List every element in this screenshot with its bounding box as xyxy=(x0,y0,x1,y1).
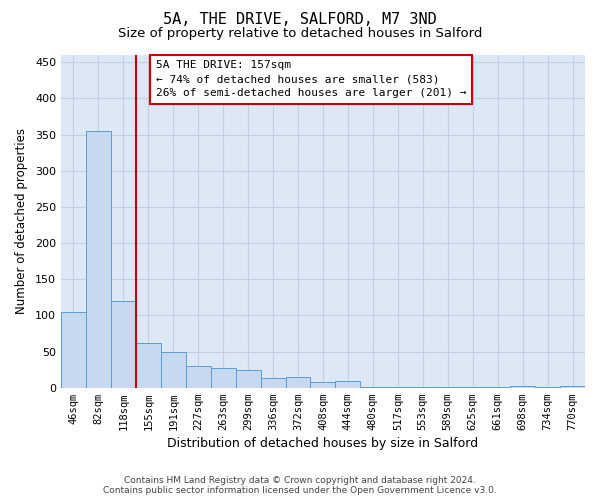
Text: Contains HM Land Registry data © Crown copyright and database right 2024.
Contai: Contains HM Land Registry data © Crown c… xyxy=(103,476,497,495)
X-axis label: Distribution of detached houses by size in Salford: Distribution of detached houses by size … xyxy=(167,437,479,450)
Bar xyxy=(335,381,361,388)
Bar xyxy=(385,387,410,388)
Bar xyxy=(410,387,435,388)
Text: Size of property relative to detached houses in Salford: Size of property relative to detached ho… xyxy=(118,28,482,40)
Bar xyxy=(310,382,335,388)
Bar xyxy=(111,301,136,388)
Bar xyxy=(286,377,310,388)
Bar xyxy=(186,366,211,388)
Text: 5A, THE DRIVE, SALFORD, M7 3ND: 5A, THE DRIVE, SALFORD, M7 3ND xyxy=(163,12,437,28)
Bar xyxy=(260,378,286,388)
Bar xyxy=(61,312,86,388)
Bar xyxy=(435,387,460,388)
Text: 5A THE DRIVE: 157sqm
← 74% of detached houses are smaller (583)
26% of semi-deta: 5A THE DRIVE: 157sqm ← 74% of detached h… xyxy=(156,60,466,98)
Bar xyxy=(560,386,585,388)
Bar xyxy=(510,386,535,388)
Bar xyxy=(86,131,111,388)
Bar xyxy=(485,387,510,388)
Y-axis label: Number of detached properties: Number of detached properties xyxy=(15,128,28,314)
Bar xyxy=(136,343,161,388)
Bar xyxy=(211,368,236,388)
Bar xyxy=(161,352,186,388)
Bar xyxy=(361,387,385,388)
Bar xyxy=(535,387,560,388)
Bar xyxy=(460,387,485,388)
Bar xyxy=(236,370,260,388)
